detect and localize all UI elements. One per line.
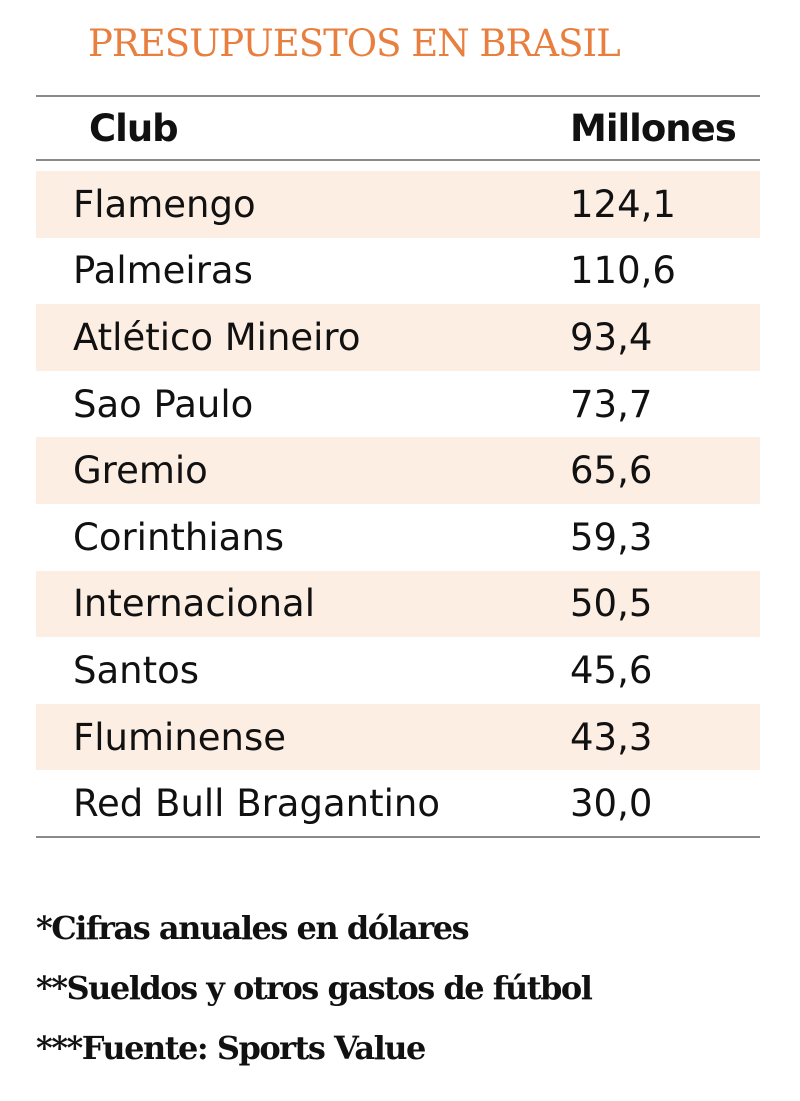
- budget-value-cell: 50,5: [570, 582, 653, 626]
- table-spacer: [36, 160, 760, 171]
- club-name-cell: Atlético Mineiro: [73, 315, 361, 359]
- column-header-club: Club: [89, 106, 179, 150]
- table-row: Gremio 65,6: [36, 437, 760, 504]
- club-name-cell: Fluminense: [73, 715, 287, 759]
- table-row: Fluminense 43,3: [36, 703, 760, 771]
- budget-value-cell: 65,6: [570, 449, 653, 493]
- budget-table: Club Millones Flamengo 124,1 Palmeiras 110,…: [36, 95, 760, 838]
- footnote-scope: **Sueldos y otros gastos de fútbol: [36, 969, 593, 1007]
- footnote-source: ***Fuente: Sports Value: [36, 1029, 426, 1067]
- table-row: Atlético Mineiro 93,4: [36, 304, 760, 371]
- column-header-millones: Millones: [570, 106, 737, 150]
- budget-value-cell: 30,0: [570, 770, 760, 838]
- budget-value-cell: 45,6: [570, 648, 653, 692]
- club-name-cell: Santos: [73, 648, 200, 692]
- table-row: Sao Paulo 73,7: [36, 371, 760, 438]
- budget-value-cell: 93,4: [570, 315, 653, 359]
- table-row: Internacional 50,5: [36, 570, 760, 638]
- table-header-row: Club Millones: [36, 96, 760, 160]
- table-row: Palmeiras 110,6: [36, 238, 760, 305]
- budget-value-cell: 124,1: [570, 182, 676, 226]
- budget-value-cell: 59,3: [570, 515, 653, 559]
- club-name-cell: Sao Paulo: [73, 382, 254, 426]
- table-row: Corinthians 59,3: [36, 504, 760, 571]
- table-row: Red Bull Bragantino 30,0: [36, 770, 760, 838]
- table-row: Santos 45,6: [36, 637, 760, 704]
- club-name-cell: Corinthians: [73, 515, 285, 559]
- chart-title: PRESUPUESTOS EN BRASIL: [88, 22, 621, 65]
- footnote-currency: *Cifras anuales en dólares: [36, 909, 470, 947]
- club-name-cell: Flamengo: [73, 182, 256, 226]
- club-name-cell: Internacional: [73, 582, 315, 626]
- footnotes: *Cifras anuales en dólares **Sueldos y o…: [36, 898, 593, 1078]
- club-name-cell: Palmeiras: [73, 249, 253, 293]
- club-name-cell: Gremio: [73, 449, 208, 493]
- budget-value-cell: 73,7: [570, 382, 653, 426]
- table-body: Flamengo 124,1 Palmeiras 110,6 Atlético Mine…: [36, 160, 760, 838]
- budget-value-cell: 110,6: [570, 249, 676, 293]
- budget-value-cell: 43,3: [570, 715, 653, 759]
- table-row: Flamengo 124,1: [36, 171, 760, 238]
- club-name-cell: Red Bull Bragantino: [36, 770, 570, 838]
